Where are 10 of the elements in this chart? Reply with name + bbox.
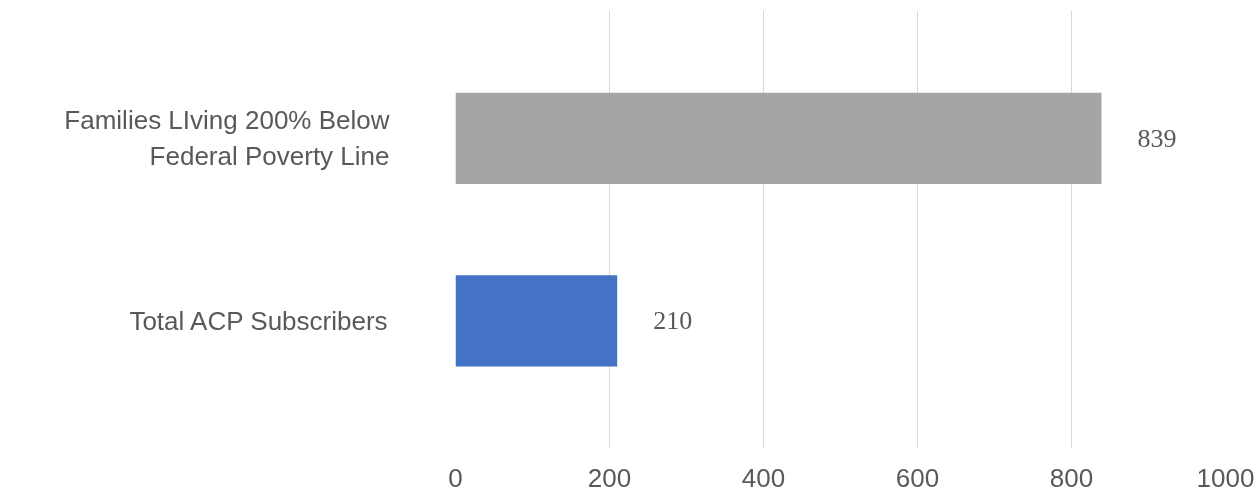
y-tick-label: Total ACP Subscribers	[129, 305, 388, 336]
data-label: 210	[653, 306, 693, 336]
x-tick-label: 800	[1049, 462, 1094, 493]
x-tick-label: 1000	[1196, 462, 1255, 493]
data-label: 839	[1137, 123, 1177, 153]
x-tick-label: 0	[448, 462, 463, 493]
x-tick-label: 600	[895, 462, 940, 493]
y-tick-label: Families LIving 200% Below Federal Poverty Line	[64, 105, 390, 172]
x-tick-label: 400	[741, 462, 786, 493]
x-tick-label: 200	[587, 462, 632, 493]
